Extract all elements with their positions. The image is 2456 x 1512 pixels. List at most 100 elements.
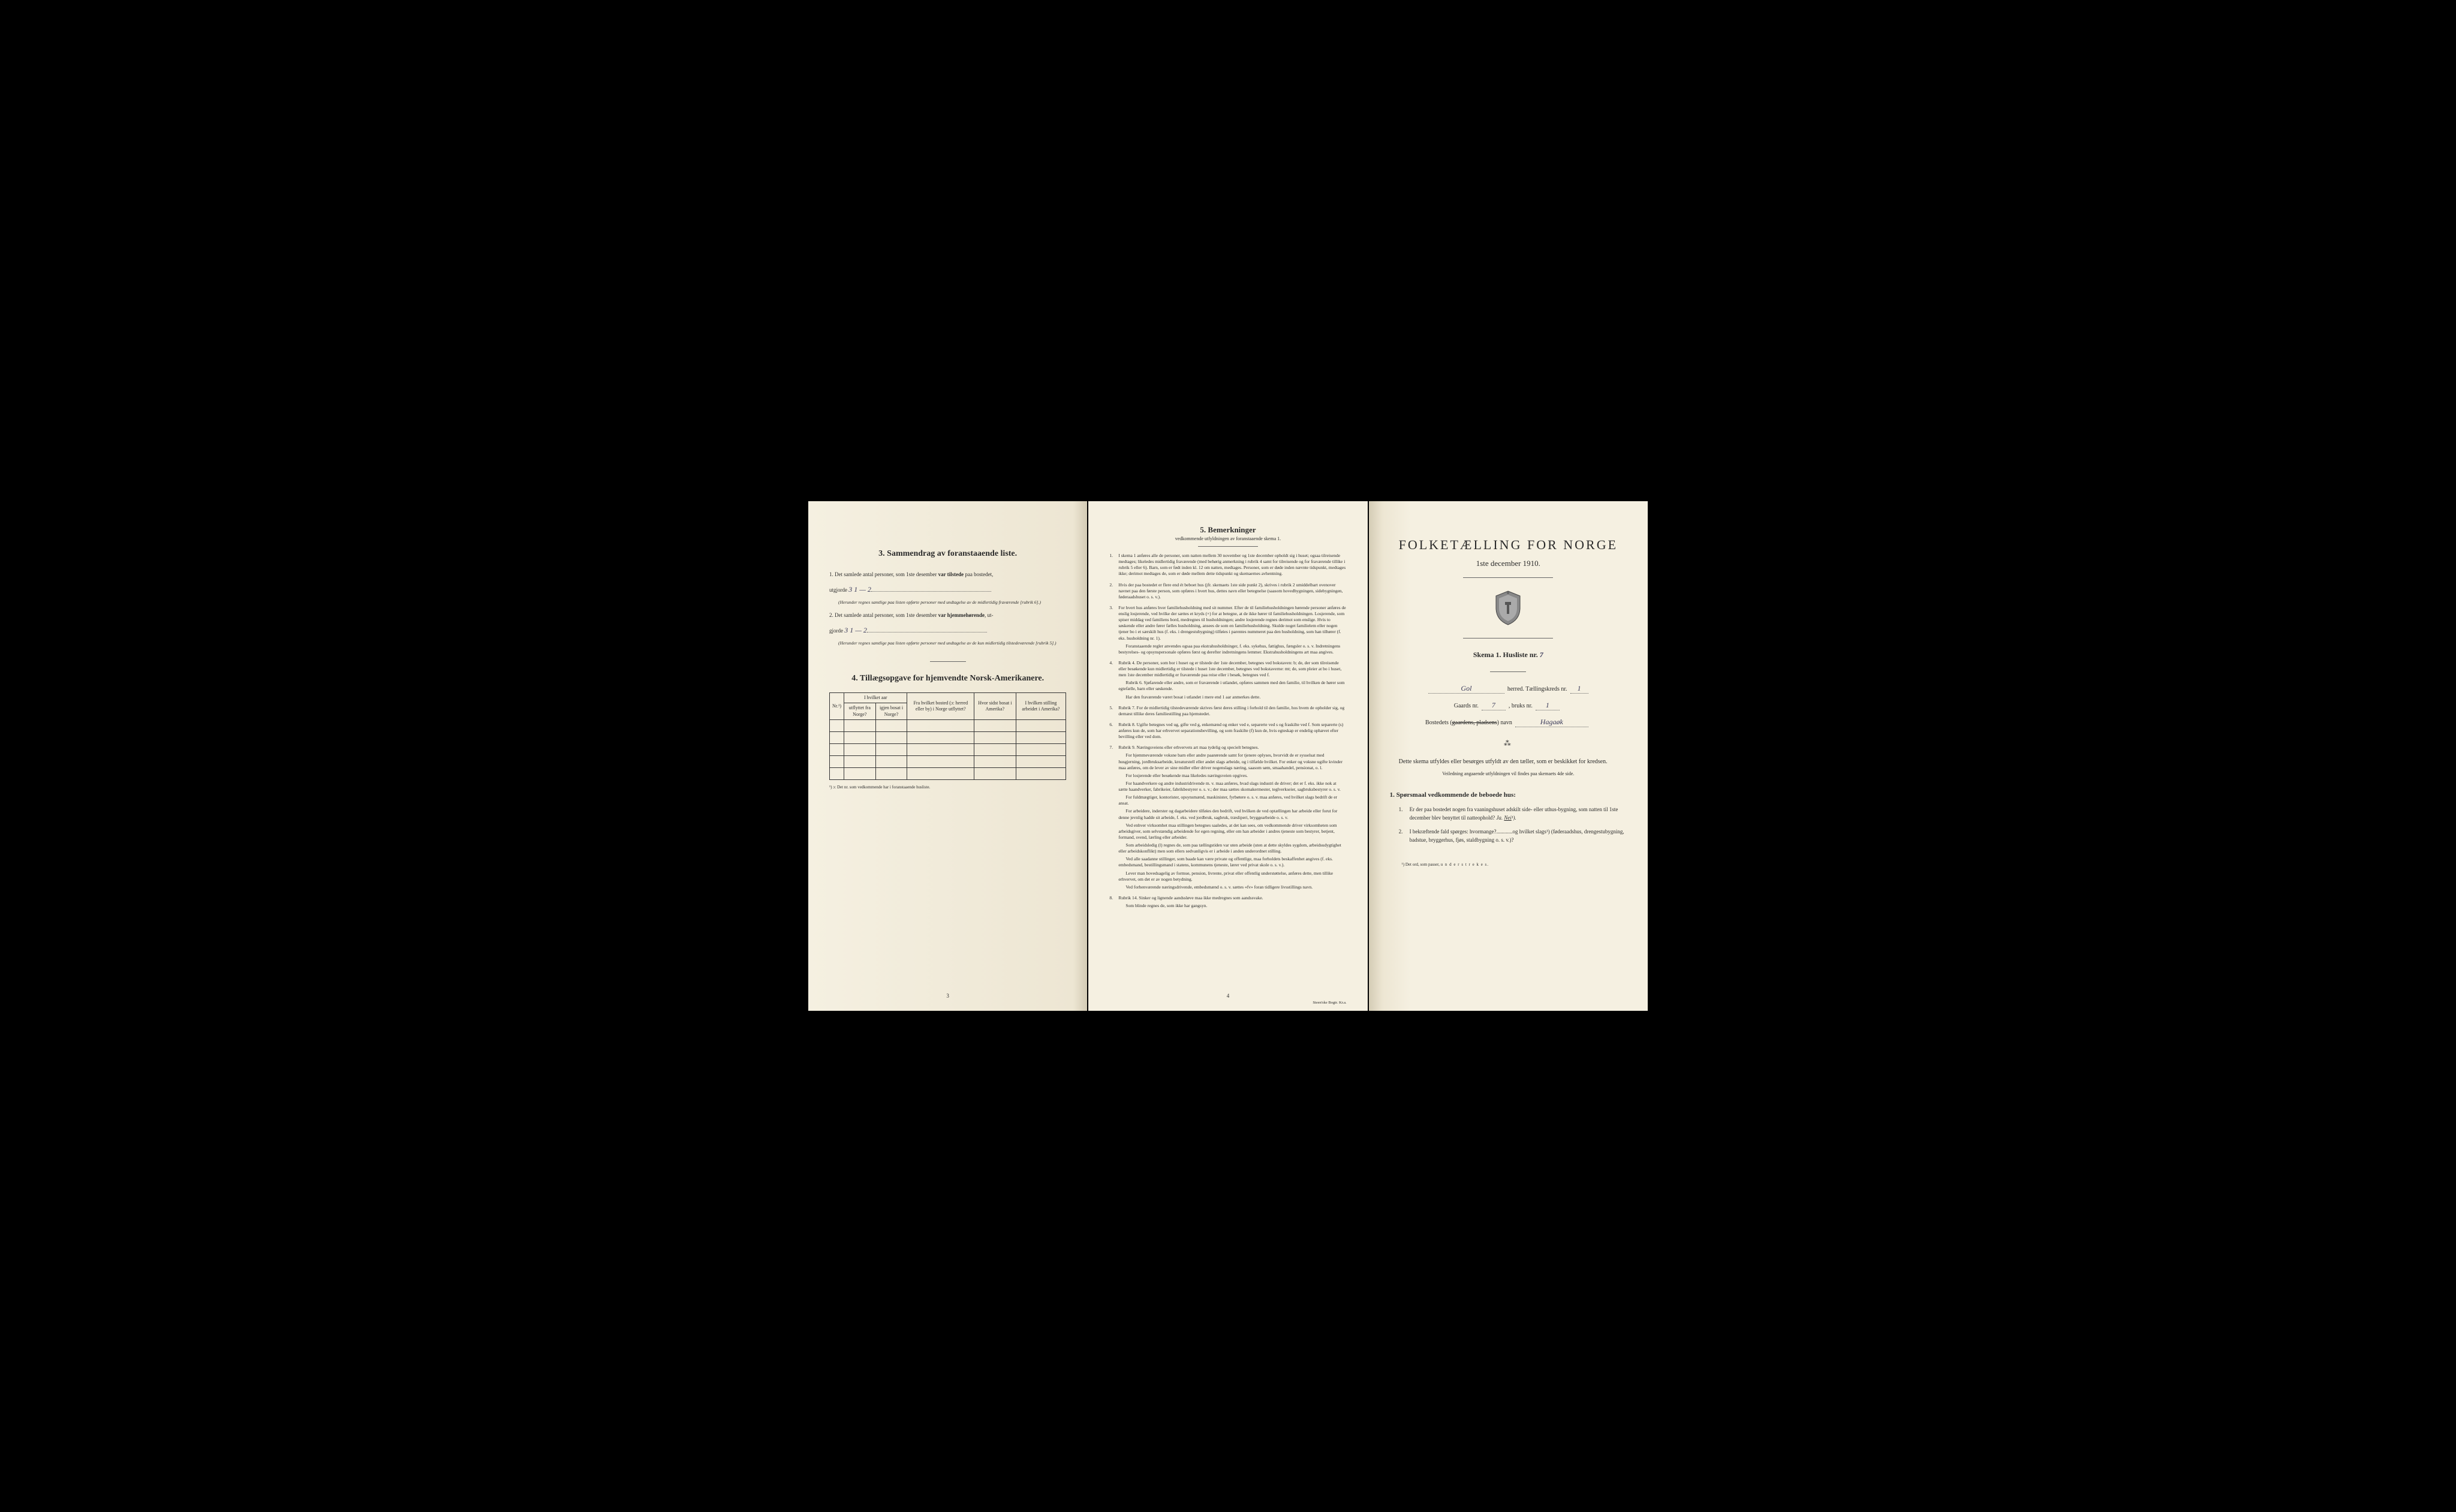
q1-suffix: paa bostedet, [964, 571, 993, 577]
question-2: 2. Det samlede antal personer, som 1ste … [829, 612, 1066, 620]
title-divider [1463, 577, 1553, 578]
remarks-list: 1.I skema 1 anføres alle de personer, so… [1109, 553, 1346, 911]
table-row [830, 720, 1066, 732]
remark-number: 3. [1109, 605, 1118, 657]
table-body [830, 720, 1066, 780]
remark-number: 2. [1109, 582, 1118, 602]
remark-item: 3.For hvert hus anføres hver familiehush… [1109, 605, 1346, 657]
th-where: Hvor sidst bosat i Amerika? [974, 693, 1016, 720]
question-item: 2.I bekræftende fald spørges: hvormange?… [1399, 828, 1627, 844]
instruction-2: Veiledning angaaende utfyldningen vil fi… [1390, 771, 1627, 776]
th-position: I hvilken stilling arbeidet i Amerika? [1016, 693, 1066, 720]
remark-text: I skema 1 anføres alle de personer, som … [1118, 553, 1346, 579]
q2-note: (Herunder regnes samtlige paa listen opf… [838, 640, 1066, 647]
footnote-underscored: u n d e r s t r e k e s. [1441, 862, 1489, 867]
q2-bold: var hjemmehørende [938, 612, 985, 618]
remark-number: 1. [1109, 553, 1118, 579]
bosted-label: Bostedets ( [1425, 719, 1452, 726]
remark-number: 6. [1109, 722, 1118, 742]
th-returned: igjen bosat i Norge? [875, 703, 907, 720]
remark-number: 5. [1109, 705, 1118, 719]
section-3-title: 3. Sammendrag av foranstaaende liste. [829, 549, 1066, 559]
main-subtitle: 1ste december 1910. [1390, 559, 1627, 568]
bosted-struck: gaardens, pladsens [1452, 719, 1497, 726]
q2-handwritten: 3 1 — 2 [844, 626, 867, 634]
table-row [830, 744, 1066, 756]
th-emigrated: utflyttet fra Norge? [844, 703, 875, 720]
bosted-suffix: ) navn [1497, 719, 1512, 726]
herred-value: Gol [1428, 684, 1504, 694]
bosted-value: Hagaøk [1515, 718, 1588, 727]
herred-label: herred. Tællingskreds nr. [1507, 686, 1567, 692]
divider [1198, 546, 1258, 547]
q1-handwritten: 3 1 — 2 [848, 585, 871, 594]
remark-number: 8. [1109, 895, 1118, 911]
form-bosted: Bostedets (gaardens, pladsens) navn Haga… [1425, 718, 1591, 727]
q1-blank [871, 591, 991, 592]
question-item: 1.Er der paa bostedet nogen fra vaanings… [1399, 806, 1627, 822]
q2-line2-label: gjorde [829, 628, 843, 634]
question-text: I bekræftende fald spørges: hvormange?..… [1410, 828, 1627, 844]
remark-item: 6.Rubrik 8. Ugifte betegnes ved ug, gift… [1109, 722, 1346, 742]
page-number-3: 3 [946, 993, 949, 999]
decorative-separator: ⁂ [1390, 739, 1627, 748]
printer-note: Steen'ske Bogtr. Kr.a. [1313, 1001, 1346, 1005]
gaard-value: 7 [1482, 701, 1506, 710]
page-cover: FOLKETÆLLING FOR NORGE 1ste december 191… [1369, 501, 1648, 1011]
norway-crest-icon [1493, 590, 1523, 626]
th-from: Fra hvilket bosted (ɔ: herred eller by) … [907, 693, 974, 720]
table-row [830, 768, 1066, 780]
footnote-text: ¹) Det ord, som passer, [1402, 862, 1441, 867]
remark-number: 7. [1109, 745, 1118, 892]
kreds-value: 1 [1570, 684, 1588, 694]
q2-line2: gjorde 3 1 — 2 [829, 625, 1066, 635]
form-fields: Gol herred. Tællingskreds nr. 1 Gaards n… [1425, 684, 1591, 727]
main-title: FOLKETÆLLING FOR NORGE [1390, 537, 1627, 553]
q2-suffix: , ut- [985, 612, 994, 618]
table-row [830, 756, 1066, 768]
remark-item: 2.Hvis der paa bostedet er flere end ét … [1109, 582, 1346, 602]
remark-text: Rubrik 7. For de midlertidig tilstedevær… [1118, 705, 1346, 719]
form-gaard: Gaards nr. 7 , bruks nr. 1 [1425, 701, 1591, 710]
remark-number: 4. [1109, 660, 1118, 702]
q2-prefix: 2. Det samlede antal personer, som 1ste … [829, 612, 938, 618]
bruk-value: 1 [1536, 701, 1560, 710]
question-answers: Ja. Nei¹). [1495, 815, 1516, 821]
gaard-label: Gaards nr. [1454, 703, 1479, 709]
q1-prefix: 1. Det samlede antal personer, som 1ste … [829, 571, 938, 577]
page-3: 3. Sammendrag av foranstaaende liste. 1.… [808, 501, 1087, 1011]
table-footnote: ¹) ɔ: Det nr. som vedkommende har i fora… [829, 785, 1066, 790]
remark-item: 5.Rubrik 7. For de midlertidig tilstedev… [1109, 705, 1346, 719]
remark-text: Rubrik 9. Næringsveiens eller erhvervets… [1118, 745, 1346, 892]
question-number: 1. [1399, 806, 1410, 822]
section-5-title: 5. Bemerkninger [1109, 525, 1346, 535]
skema-line: Skema 1. Husliste nr. 7 [1390, 650, 1627, 659]
question-list: 1.Er der paa bostedet nogen fra vaanings… [1399, 806, 1627, 844]
th-year: I hvilket aar [844, 693, 907, 703]
remark-item: 4.Rubrik 4. De personer, som bor i huset… [1109, 660, 1346, 702]
section-4-title: 4. Tillægsopgave for hjemvendte Norsk-Am… [829, 674, 1066, 683]
skema-label: Skema 1. Husliste nr. [1473, 650, 1538, 659]
page-number-4: 4 [1227, 993, 1230, 999]
remark-item: 1.I skema 1 anføres alle de personer, so… [1109, 553, 1346, 579]
page-4: 5. Bemerkninger vedkommende utfyldningen… [1088, 501, 1367, 1011]
form-herred: Gol herred. Tællingskreds nr. 1 [1425, 684, 1591, 694]
footnote: ¹) Det ord, som passer, u n d e r s t r … [1402, 862, 1627, 867]
skema-divider [1490, 671, 1526, 672]
section-5-subtitle: vedkommende utfyldningen av foranstaaend… [1109, 536, 1346, 541]
q1-line2-label: utgjorde [829, 587, 847, 593]
document-spread: 3. Sammendrag av foranstaaende liste. 1.… [808, 501, 1648, 1011]
question-number: 2. [1399, 828, 1410, 844]
remark-text: Rubrik 14. Sinker og lignende aandssløve… [1118, 895, 1346, 911]
questions-title: 1. Spørsmaal vedkommende de beboede hus: [1390, 791, 1627, 799]
q1-bold: var tilstede [938, 571, 964, 577]
remark-text: Rubrik 8. Ugifte betegnes ved ug, gifte … [1118, 722, 1346, 742]
table-row [830, 732, 1066, 744]
th-nr: Nr.¹) [830, 693, 844, 720]
skema-value: 7 [1540, 650, 1543, 659]
instruction-1: Dette skema utfyldes eller besørges utfy… [1390, 757, 1627, 766]
remark-text: Hvis der paa bostedet er flere end ét be… [1118, 582, 1346, 602]
q1-note: (Herunder regnes samtlige paa listen opf… [838, 600, 1066, 606]
q1-line2: utgjorde 3 1 — 2 [829, 584, 1066, 595]
remark-text: For hvert hus anføres hver familiehushol… [1118, 605, 1346, 657]
